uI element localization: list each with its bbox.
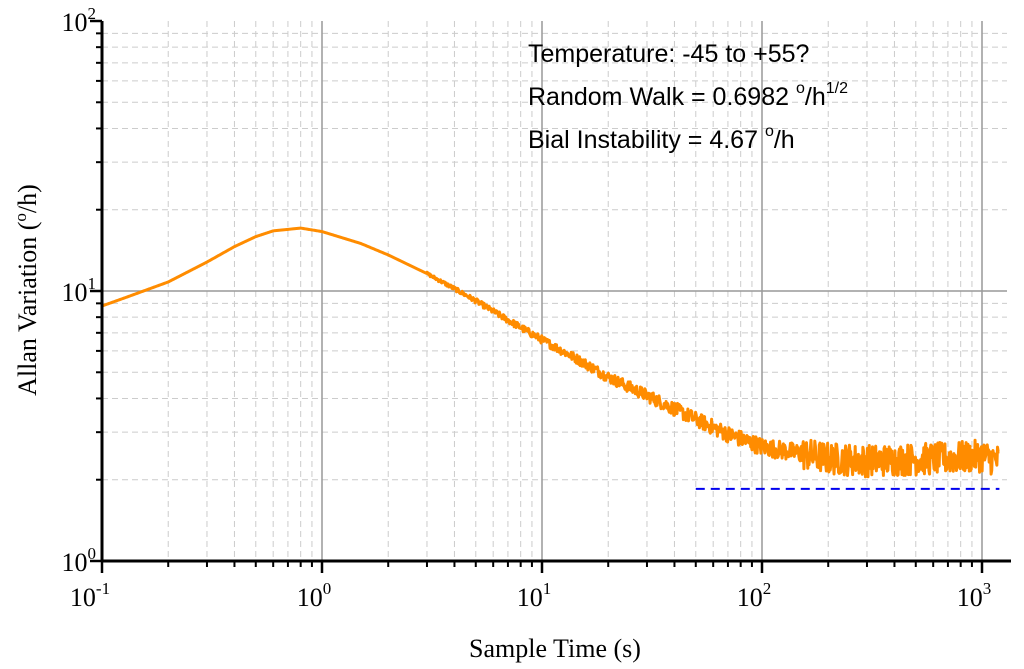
x-tick-label-base: 10 [957,583,983,612]
y-tick-label-base: 10 [62,8,88,37]
annotation-bias-instability: Bial Instability = 4.67 o/h [528,123,795,154]
annotation-bias-instability-unit: /h [774,126,795,154]
y-tick-label-exponent: 0 [88,544,97,563]
annotation-bias-instability-degree: o [765,123,774,140]
y-tick-label: 102 [62,4,97,37]
x-tick-label: 10-1 [70,579,110,612]
y-tick-label-exponent: 1 [88,274,97,293]
x-tick-label-exponent: 0 [323,579,332,598]
x-tick-label: 101 [517,579,552,612]
y-axis-title: Allan Variation (o/h) [11,184,42,396]
x-tick-label-exponent: 1 [543,579,552,598]
x-tick-label: 100 [297,579,332,612]
annotation-random-walk-unit: /h [805,83,826,111]
series-layer [101,226,1001,490]
x-tick-label-exponent: -1 [96,579,110,598]
annotation-bias-instability-text: Bial Instability = 4.67 [528,126,765,154]
x-tick-label-exponent: 3 [983,579,992,598]
y-tick-label: 101 [62,274,97,307]
x-tick-label-base: 10 [737,583,763,612]
x-tick-label-base: 10 [297,583,323,612]
allan-variation-series-line [101,226,1001,479]
x-tick-label: 102 [737,579,772,612]
annotation-random-walk-degree: o [796,80,805,97]
y-tick-label-base: 10 [62,278,88,307]
annotation-random-walk-exponent: 1/2 [826,80,848,97]
y-axis-title-degree: o [11,213,30,222]
y-tick-label-base: 10 [62,548,88,577]
x-axis-title: Sample Time (s) [469,634,641,663]
annotations: Temperature: -45 to +55? Random Walk = 0… [528,40,848,154]
y-tick-label: 100 [62,544,97,577]
y-axis-title-prefix: Allan Variation ( [13,222,42,396]
x-tick-label-exponent: 2 [763,579,772,598]
x-tick-label: 103 [957,579,992,612]
annotation-temperature: Temperature: -45 to +55? [528,40,809,68]
y-tick-label-exponent: 2 [88,4,97,23]
y-axis-title-suffix: /h) [13,184,42,213]
x-tick-label-base: 10 [70,583,96,612]
x-tick-label-base: 10 [517,583,543,612]
tick-marks [90,19,984,573]
annotation-random-walk: Random Walk = 0.6982 o/h1/2 [528,80,848,111]
annotation-random-walk-text: Random Walk = 0.6982 [528,83,796,111]
